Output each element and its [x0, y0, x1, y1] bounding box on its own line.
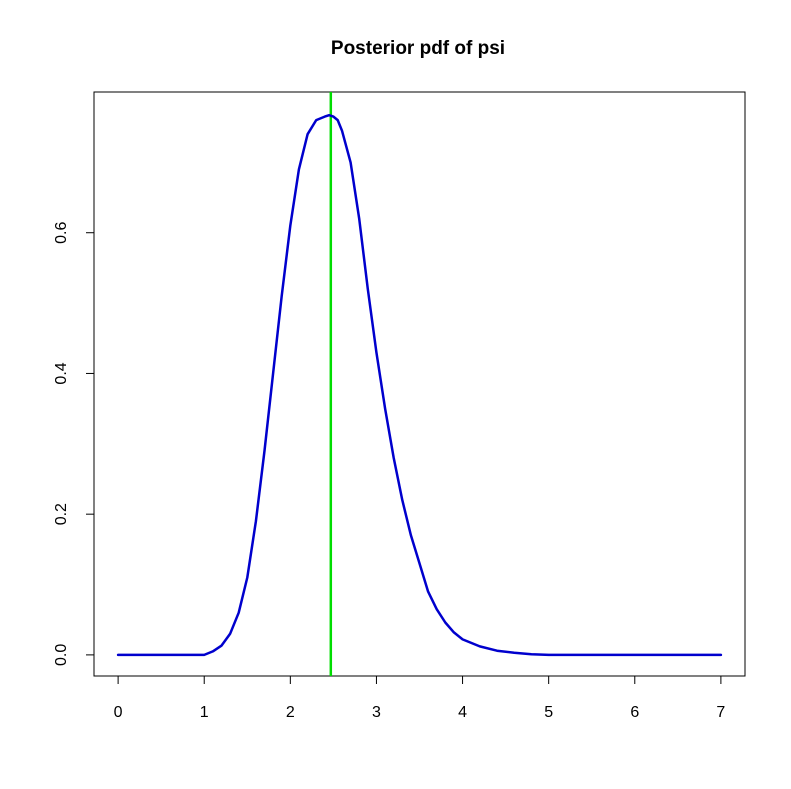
x-tick-label: 2 [286, 704, 295, 721]
plot-frame [93, 91, 746, 677]
x-tick-label: 6 [630, 704, 639, 721]
chart-title: Posterior pdf of psi [331, 38, 505, 59]
x-axis: 0 1 2 3 4 5 6 7 [114, 675, 725, 721]
y-tick-label: 0.0 [53, 644, 70, 666]
y-tick-label: 0.4 [53, 362, 70, 384]
x-tick-label: 7 [716, 704, 725, 721]
x-tick-label: 5 [544, 704, 553, 721]
x-tick-label: 3 [372, 704, 381, 721]
x-tick-label: 1 [200, 704, 209, 721]
y-axis: 0.0 0.2 0.4 0.6 [53, 222, 95, 666]
y-tick-label: 0.6 [53, 222, 70, 244]
x-tick-label: 0 [114, 704, 123, 721]
y-tick-label: 0.2 [53, 503, 70, 525]
x-tick-label: 4 [458, 704, 467, 721]
density-series-line [116, 113, 723, 657]
